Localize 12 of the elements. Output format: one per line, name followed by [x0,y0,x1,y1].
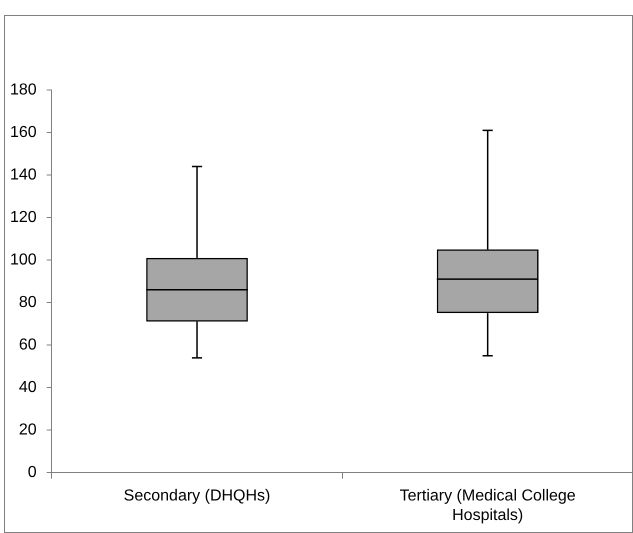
y-tick-label: 120 [10,208,37,226]
x-tick-label: Tertiary (Medical College Hospitals) [400,488,576,524]
y-tick-label: 160 [10,124,37,141]
y-tick-label: 140 [10,166,37,184]
y-tick-label: 20 [18,421,37,438]
y-tick-label: 100 [10,251,37,268]
y-tick-label: 0 [28,464,37,482]
y-tick-label: 180 [10,81,37,98]
y-tick-label: 40 [18,378,37,396]
y-tick-label: 80 [18,294,37,311]
y-tick-label: 60 [18,336,37,354]
x-tick-label: Secondary (DHQHs) [124,488,270,505]
